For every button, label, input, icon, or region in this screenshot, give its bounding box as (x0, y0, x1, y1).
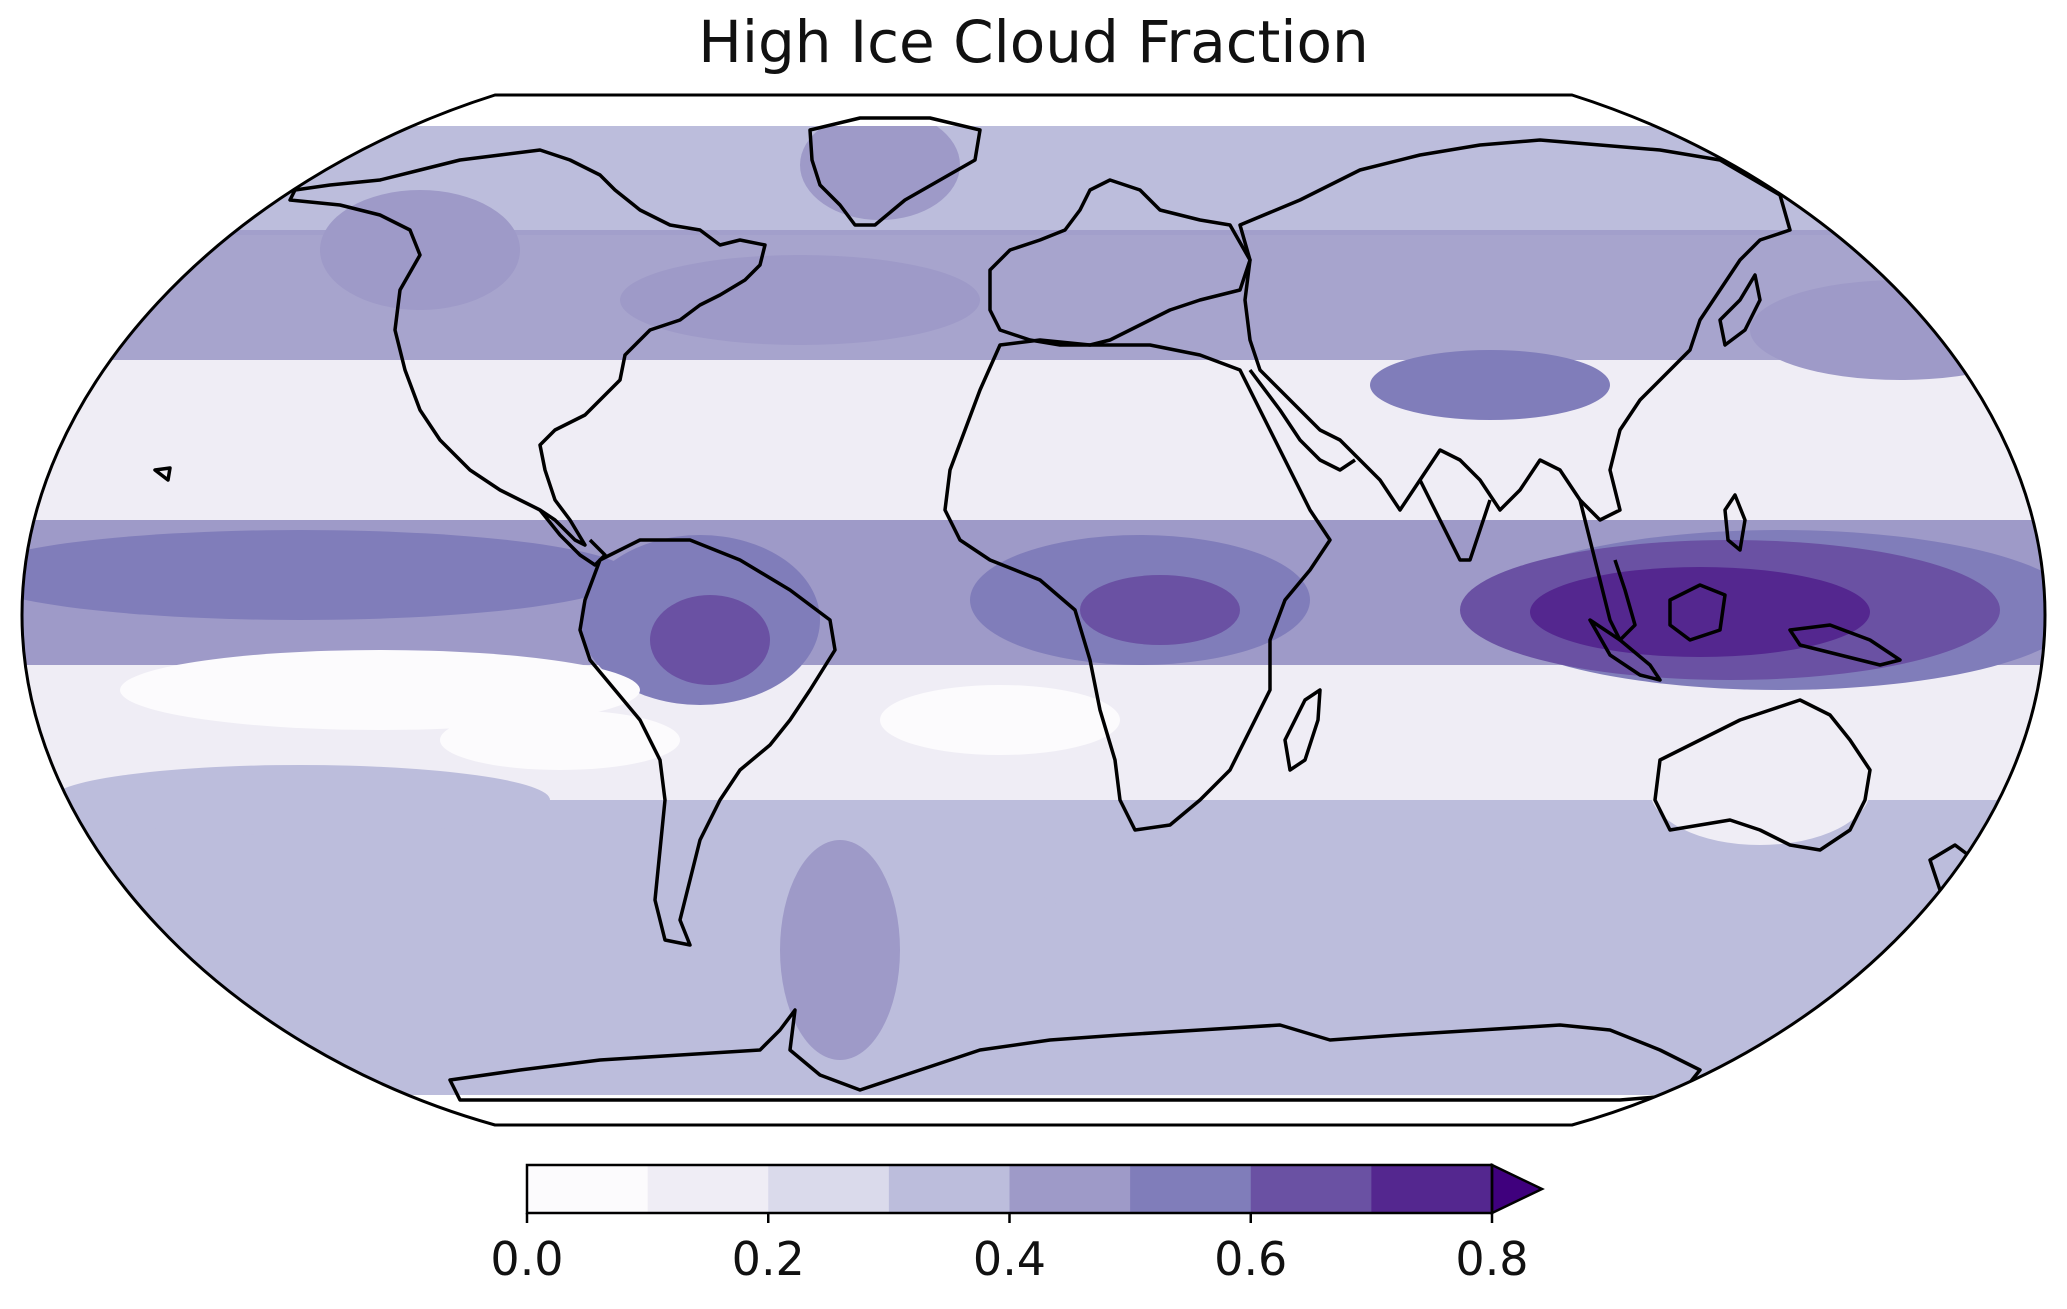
coast-greenland (808, 116, 982, 227)
congo-l2 (1080, 575, 1240, 645)
colorbar-segment (768, 1165, 890, 1213)
colorbar-segment (1009, 1165, 1131, 1213)
coast-new-guinea (1788, 623, 1902, 667)
map-boundary (20, 93, 2047, 1127)
tibet-high (1370, 350, 1610, 420)
colorbar-tick-label: 0.4 (973, 1232, 1046, 1286)
coast-australia (1653, 698, 1872, 852)
colorbar-segment (888, 1165, 1010, 1213)
coast-philippines (1723, 493, 1747, 552)
cloud-fraction-field (22, 95, 2045, 1125)
coast-madagascar (1283, 688, 1322, 772)
nw-america (320, 190, 520, 310)
coast-sumatra (1588, 618, 1662, 682)
warm-pool-l2 (1530, 567, 1870, 657)
colorbar-segment (647, 1165, 769, 1213)
coast-north-america (288, 148, 767, 547)
colorbar-tick-label: 0.6 (1214, 1232, 1287, 1286)
itcz-core-west (22, 530, 630, 620)
north-pole-nodata (22, 95, 2045, 126)
coast-central-america (538, 508, 607, 567)
south-ocean-band (50, 765, 550, 835)
coast-hawaii (153, 466, 172, 482)
coast-arabia (1248, 368, 1356, 472)
southern-indian (1040, 850, 1560, 930)
coast-asia (1238, 138, 1792, 522)
colorbar-segment (1371, 1165, 1493, 1213)
coast-india (1418, 479, 1492, 562)
colorbar-extend-arrow (1490, 1163, 1545, 1215)
coast-south-america (578, 538, 837, 947)
coast-borneo (1668, 583, 1727, 642)
s-atlantic-clear (880, 685, 1120, 755)
coast-japan (1718, 273, 1762, 347)
colorbar-tick-label: 0.2 (732, 1232, 805, 1286)
colorbar-tick-label: 0.8 (1455, 1232, 1528, 1286)
coast-antarctica (448, 1008, 1702, 1102)
se-pacific-clear-2 (440, 710, 680, 770)
sahara-clear (960, 375, 1400, 485)
coast-malay (1578, 499, 1637, 642)
map-title: High Ice Cloud Fraction (698, 8, 1369, 76)
colorbar-segment (527, 1165, 649, 1213)
se-pacific-clear-1 (120, 650, 640, 730)
amazon-l2 (650, 595, 770, 685)
colorbar-segment (1130, 1165, 1252, 1213)
drake-passage (780, 840, 900, 1060)
colorbar-tick-label: 0.0 (490, 1232, 563, 1286)
coastlines (153, 116, 1977, 1102)
n-atlantic-storm (620, 255, 980, 345)
colorbar: 0.0 0.2 0.4 0.6 0.8 (490, 1163, 1545, 1286)
colorbar-segment (1250, 1165, 1372, 1213)
coast-africa (943, 338, 1332, 832)
australia-clear (1650, 735, 1870, 845)
